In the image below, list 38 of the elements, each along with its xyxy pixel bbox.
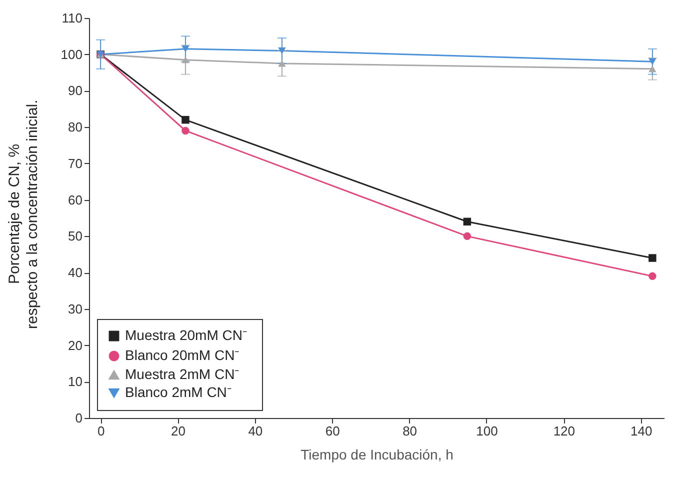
x-tick-label: 0 — [97, 424, 105, 438]
point — [648, 66, 656, 72]
point — [182, 46, 190, 52]
point — [463, 218, 472, 226]
y-tick-label: 40 — [68, 265, 82, 280]
x-tick-label: 100 — [476, 424, 498, 438]
y-tick-label: 70 — [68, 156, 82, 171]
legend-label: Muestra 20mM CN⁻ — [125, 327, 248, 343]
y-axis-title: Porcentaje de CN, % respecto a la concentración inicial. — [6, 98, 42, 331]
point — [648, 254, 656, 262]
x-tick-label: 60 — [325, 424, 340, 438]
y-tick-label: 50 — [68, 228, 82, 244]
x-tick-label: 140 — [630, 424, 652, 438]
x-axis-title: Tiempo de Incubación, h — [300, 446, 454, 462]
y-tick-label: 10 — [68, 374, 82, 390]
y-tick-label: 100 — [60, 46, 82, 62]
point — [463, 232, 472, 240]
point — [182, 116, 190, 124]
y-tick-label: 0 — [75, 410, 82, 426]
legend-label: Blanco 2mM CN⁻ — [125, 384, 232, 400]
point — [278, 60, 286, 67]
y-tick-label: 30 — [68, 301, 82, 316]
y-tick-label: 110 — [62, 10, 82, 26]
y-tick-label: 90 — [68, 83, 82, 98]
point — [278, 47, 286, 54]
point — [182, 56, 190, 64]
legend-label: Muestra 2mM CN⁻ — [125, 366, 240, 382]
y-tick-label: 60 — [68, 192, 82, 208]
x-tick-label: 20 — [171, 424, 186, 438]
x-tick-label: 120 — [553, 424, 576, 438]
x-tick-label: 40 — [248, 424, 263, 438]
y-tick-label: 80 — [68, 120, 82, 135]
y-tick-label: 20 — [68, 338, 82, 353]
point — [182, 126, 190, 135]
point — [648, 58, 656, 65]
x-tick-label: 80 — [402, 424, 418, 438]
legend-label: Blanco 20mM CN⁻ — [125, 347, 240, 363]
point — [648, 272, 656, 280]
